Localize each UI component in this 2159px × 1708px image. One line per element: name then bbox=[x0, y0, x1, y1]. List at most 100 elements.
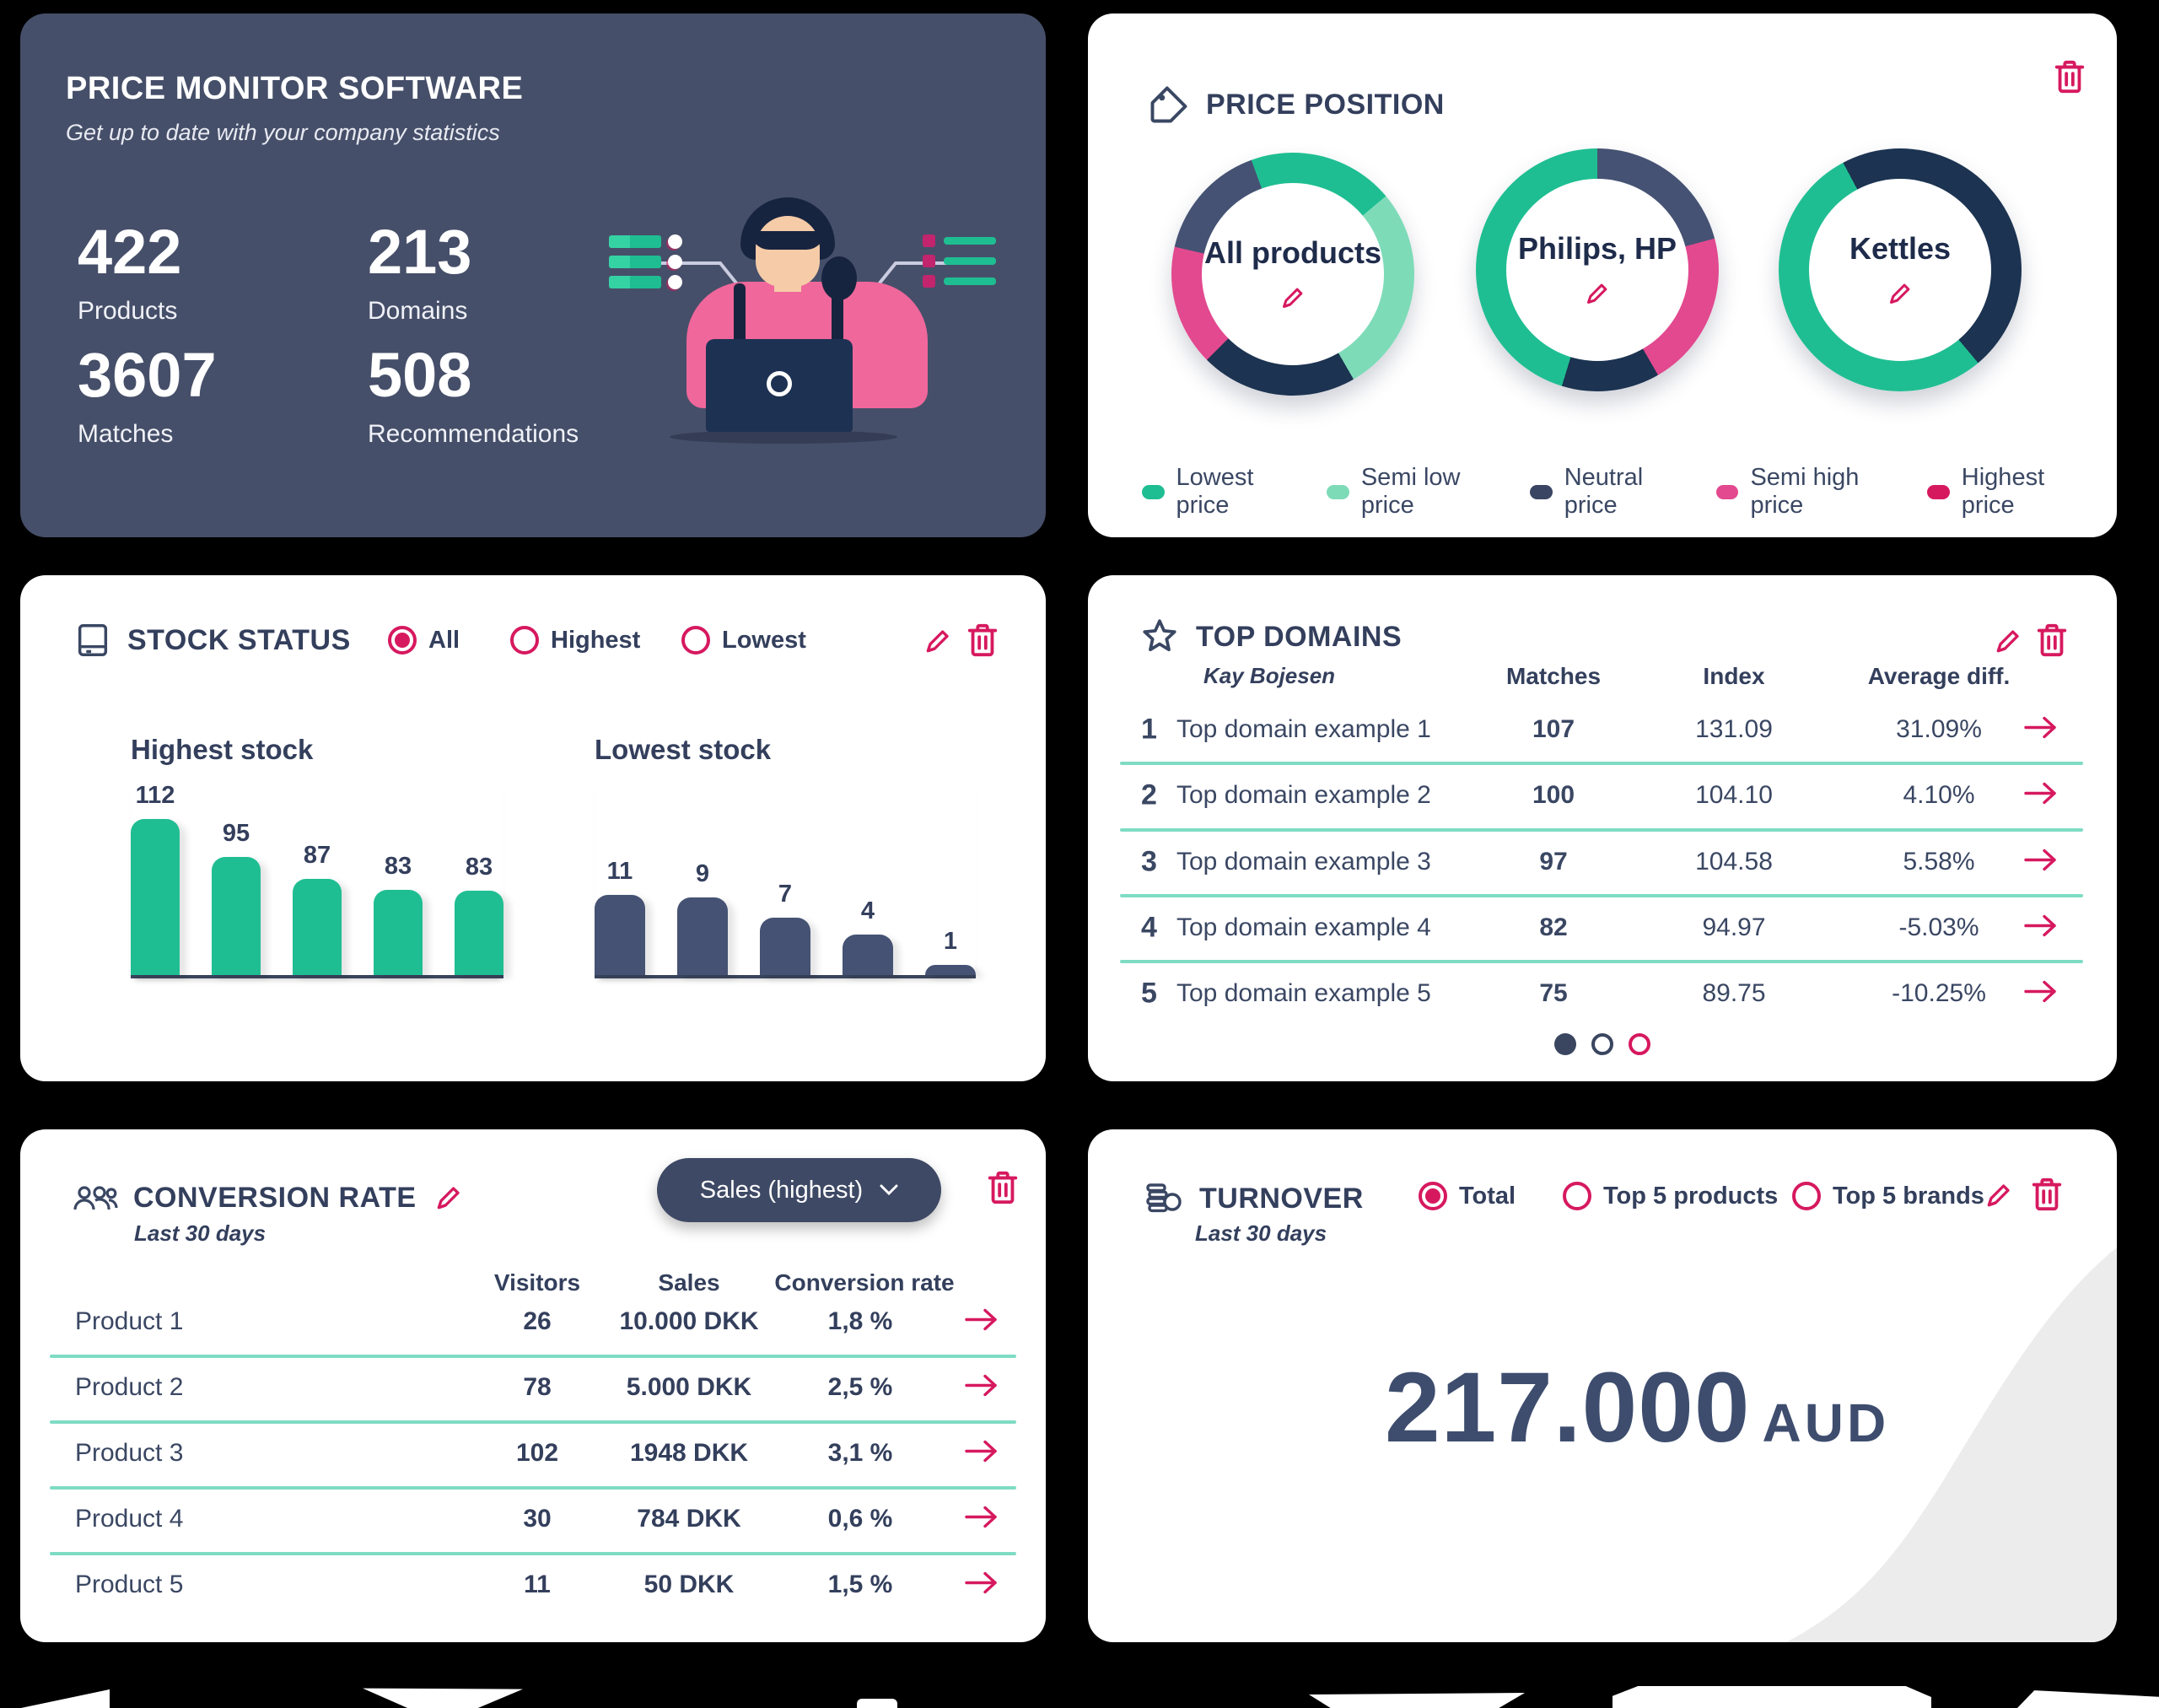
radio-circle[interactable] bbox=[681, 626, 710, 655]
legend-swatch bbox=[1927, 484, 1950, 499]
domain-avg-diff: -10.25% bbox=[1892, 979, 1986, 1007]
app-title: PRICE MONITOR SOFTWARE bbox=[66, 71, 524, 106]
stock-bar-value: 83 bbox=[465, 854, 493, 881]
laptop bbox=[706, 339, 853, 432]
edit-donut-icon[interactable] bbox=[1582, 278, 1613, 309]
radio-circle[interactable] bbox=[388, 626, 417, 655]
laptop-logo-icon bbox=[767, 371, 792, 396]
open-product-arrow[interactable] bbox=[963, 1570, 1000, 1601]
price-tag-icon bbox=[1150, 86, 1187, 123]
cut-off-card-fragment bbox=[1309, 1693, 1525, 1708]
donut-kettles: Kettles bbox=[1779, 148, 2022, 391]
edit-donut-icon[interactable] bbox=[1278, 283, 1308, 313]
edit-donut-icon[interactable] bbox=[1885, 278, 1915, 309]
radio-all[interactable]: All bbox=[388, 626, 460, 655]
domain-rank: 3 bbox=[1141, 845, 1157, 878]
radio-top5-products[interactable]: Top 5 products bbox=[1563, 1182, 1778, 1210]
list-item-pink bbox=[923, 275, 996, 288]
page-dot-1[interactable] bbox=[1554, 1033, 1576, 1055]
domain-matches: 82 bbox=[1539, 913, 1568, 941]
list-item-green bbox=[609, 275, 682, 289]
stock-bar: 112 bbox=[131, 782, 180, 975]
open-domain-arrow[interactable] bbox=[2022, 978, 2059, 1010]
radio-label: Top 5 products bbox=[1603, 1182, 1779, 1210]
radio-circle[interactable] bbox=[1792, 1182, 1821, 1210]
edit-card-button[interactable] bbox=[432, 1179, 466, 1216]
card-title: TURNOVER bbox=[1199, 1182, 1364, 1215]
product-conversion-rate: 2,5 % bbox=[827, 1373, 893, 1401]
delete-card-button[interactable] bbox=[2034, 621, 2070, 660]
donut-label: All products bbox=[1203, 235, 1381, 270]
open-product-arrow[interactable] bbox=[963, 1438, 1000, 1469]
stock-status-card: STOCK STATUS All Highest Lowest Highest … bbox=[20, 575, 1046, 1081]
edit-card-button[interactable] bbox=[1991, 622, 2027, 661]
product-conversion-rate: 1,5 % bbox=[827, 1571, 893, 1598]
table-row: 4 Top domain example 4 82 94.97 -5.03% bbox=[1088, 895, 2117, 961]
stat-label: Products bbox=[78, 297, 178, 325]
chart-title-highest: Highest stock bbox=[131, 734, 314, 765]
domain-avg-diff: 5.58% bbox=[1903, 848, 1975, 876]
open-product-arrow[interactable] bbox=[963, 1307, 1000, 1338]
radio-circle[interactable] bbox=[1419, 1182, 1447, 1210]
overview-card: PRICE MONITOR SOFTWARE Get up to date wi… bbox=[20, 13, 1046, 537]
table-row: 3 Top domain example 3 97 104.58 5.58% bbox=[1088, 829, 2117, 895]
column-matches: Matches bbox=[1505, 663, 1602, 689]
radio-circle[interactable] bbox=[510, 626, 539, 655]
stock-bar: 83 bbox=[455, 854, 503, 975]
edit-card-button[interactable] bbox=[1982, 1177, 2017, 1215]
stat-domains: 213 Domains bbox=[368, 221, 471, 326]
people-icon bbox=[73, 1186, 118, 1210]
product-visitors: 26 bbox=[523, 1307, 552, 1335]
page-dot-3[interactable] bbox=[1629, 1033, 1650, 1055]
donut-label: Philips, HP bbox=[1517, 231, 1677, 266]
open-domain-arrow[interactable] bbox=[2022, 714, 2059, 746]
radio-lowest[interactable]: Lowest bbox=[681, 626, 806, 655]
row-separator bbox=[1120, 762, 2083, 765]
open-domain-arrow[interactable] bbox=[2022, 780, 2059, 811]
lowest-stock-chart: 11 9 7 4 1 bbox=[595, 784, 976, 978]
stock-bar-value: 83 bbox=[384, 853, 412, 880]
page-dot-2[interactable] bbox=[1591, 1033, 1613, 1055]
product-sales: 5.000 DKK bbox=[626, 1373, 752, 1401]
laptop-shadow bbox=[670, 430, 897, 444]
edit-card-button[interactable] bbox=[921, 622, 956, 661]
product-name: Product 2 bbox=[75, 1373, 184, 1401]
domain-matches: 97 bbox=[1539, 848, 1568, 876]
sort-dropdown[interactable]: Sales (highest) bbox=[657, 1158, 941, 1222]
radio-highest[interactable]: Highest bbox=[510, 626, 640, 655]
delete-card-button[interactable] bbox=[2052, 57, 2087, 96]
stock-bar: 9 bbox=[677, 860, 728, 975]
app-subtitle: Get up to date with your company statist… bbox=[66, 120, 500, 145]
radio-label: Lowest bbox=[722, 626, 806, 654]
open-domain-arrow[interactable] bbox=[2022, 913, 2059, 944]
product-name: Product 3 bbox=[75, 1439, 184, 1467]
domain-avg-diff: -5.03% bbox=[1898, 913, 1979, 941]
table-row: 1 Top domain example 1 107 131.09 31.09% bbox=[1088, 697, 2117, 762]
product-visitors: 78 bbox=[523, 1373, 552, 1401]
domain-name: Top domain example 4 bbox=[1176, 913, 1431, 941]
delete-card-button[interactable] bbox=[965, 621, 1000, 660]
row-separator bbox=[50, 1420, 1016, 1424]
open-product-arrow[interactable] bbox=[963, 1372, 1000, 1404]
stat-recommendations: 508 Recommendations bbox=[368, 344, 579, 449]
delete-card-button[interactable] bbox=[2029, 1175, 2065, 1214]
highest-stock-chart: 112 95 87 83 83 bbox=[131, 782, 503, 978]
product-sales: 50 DKK bbox=[643, 1571, 735, 1598]
radio-circle[interactable] bbox=[1563, 1182, 1591, 1210]
turnover-amount: 217.000 AUD bbox=[1385, 1350, 1889, 1465]
stock-bar: 7 bbox=[760, 881, 810, 975]
chart-title-lowest: Lowest stock bbox=[595, 734, 772, 765]
radio-top5-brands[interactable]: Top 5 brands bbox=[1792, 1182, 1984, 1210]
row-separator bbox=[50, 1355, 1016, 1358]
stat-value: 422 bbox=[78, 217, 182, 287]
open-domain-arrow[interactable] bbox=[2022, 847, 2059, 878]
stock-bar-value: 87 bbox=[303, 842, 331, 869]
open-product-arrow[interactable] bbox=[963, 1504, 1000, 1535]
radio-total[interactable]: Total bbox=[1419, 1182, 1516, 1210]
delete-card-button[interactable] bbox=[985, 1168, 1020, 1207]
stock-bar-value: 95 bbox=[222, 820, 250, 847]
domain-avg-diff: 4.10% bbox=[1903, 781, 1975, 809]
domain-matches: 100 bbox=[1532, 781, 1575, 809]
cut-off-card-fragment bbox=[363, 1688, 523, 1708]
stock-bar-value: 112 bbox=[135, 782, 175, 809]
